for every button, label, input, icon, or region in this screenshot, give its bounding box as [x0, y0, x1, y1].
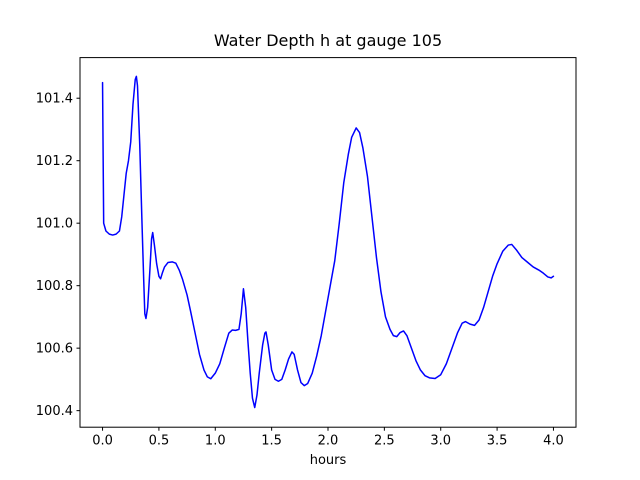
x-axis-label: hours [310, 453, 347, 468]
axes-spines [79, 57, 577, 428]
axis-ticks [76, 97, 554, 431]
x-tick-label: 3.0 [430, 434, 451, 449]
x-tick-label: 2.5 [374, 434, 395, 449]
y-tick-label: 100.8 [36, 279, 73, 294]
series-line-water-depth-gauge-105 [101, 75, 555, 409]
x-tick-label: 4.0 [543, 434, 564, 449]
axis-tick-labels: 0.0 0.5 1.0 1.5 2.0 2.5 3.0 3.5 4.0 100.4 100.6 100… [36, 92, 564, 449]
y-tick-label: 101.4 [36, 92, 73, 107]
y-tick-label: 100.6 [36, 342, 73, 357]
y-tick-label: 101.0 [36, 217, 73, 232]
y-tick-label: 101.2 [36, 154, 73, 169]
x-tick-label: 3.5 [487, 434, 508, 449]
x-tick-label: 1.0 [205, 434, 226, 449]
x-tick-label: 1.5 [261, 434, 282, 449]
x-tick-label: 0.0 [92, 434, 113, 449]
chart-title: Water Depth h at gauge 105 [214, 31, 442, 50]
y-tick-label: 100.4 [36, 404, 73, 419]
x-tick-label: 0.5 [149, 434, 170, 449]
x-tick-label: 2.0 [318, 434, 339, 449]
data-series [101, 75, 555, 409]
